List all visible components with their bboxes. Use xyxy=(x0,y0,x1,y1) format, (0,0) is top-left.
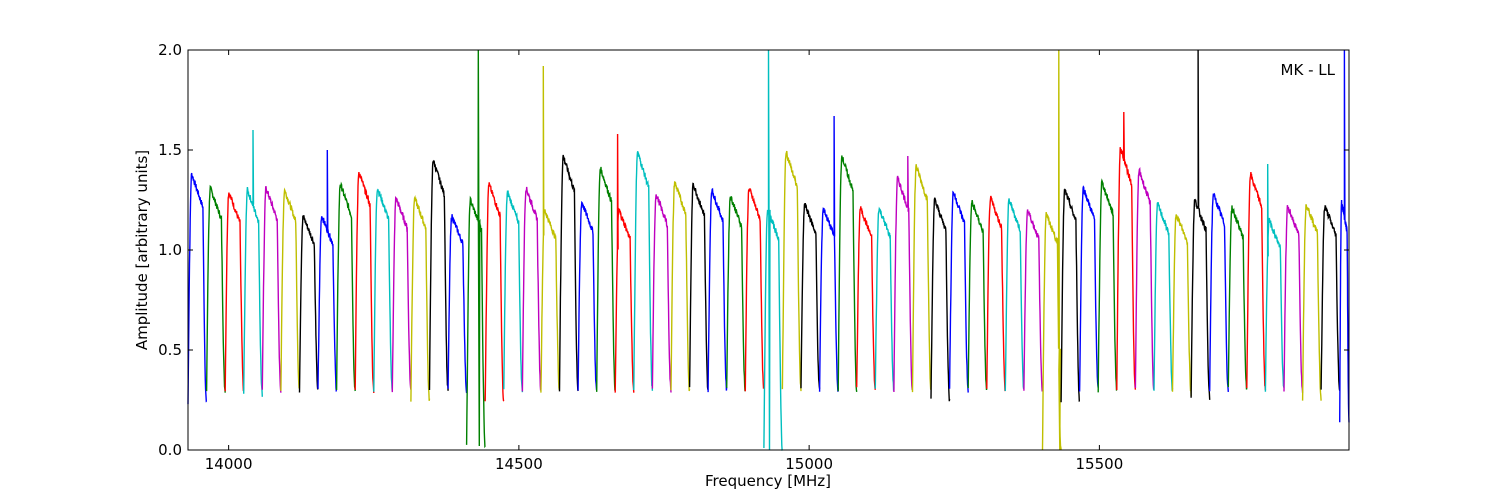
series-line-41 xyxy=(948,190,969,393)
series-line-24 xyxy=(633,151,654,391)
annotation-label: MK - LL xyxy=(1281,61,1336,79)
series-line-47 xyxy=(1060,188,1080,403)
series-line-50 xyxy=(1116,111,1137,391)
x-axis-ticks: 14000 14500 15000 15500 xyxy=(205,50,1123,473)
series-group xyxy=(187,49,1350,451)
series-line-4 xyxy=(261,185,282,393)
series-line-29 xyxy=(726,196,746,392)
series-line-32 xyxy=(781,150,802,392)
series-line-33 xyxy=(800,203,821,389)
y-tick-label: 0.0 xyxy=(158,441,182,459)
x-tick-label: 14500 xyxy=(495,455,543,473)
series-line-48 xyxy=(1078,185,1099,392)
series-line-1 xyxy=(205,184,226,393)
series-line-28 xyxy=(707,187,728,393)
series-line-0 xyxy=(187,172,207,405)
series-line-13 xyxy=(428,159,449,391)
series-line-44 xyxy=(1004,198,1025,392)
y-axis-label: Amplitude [arbitrary units] xyxy=(133,150,151,350)
x-tick-label: 14000 xyxy=(205,455,253,473)
series-line-42 xyxy=(967,200,988,391)
series-line-26 xyxy=(670,181,691,392)
series-line-10 xyxy=(373,188,393,392)
series-line-46 xyxy=(1041,49,1062,451)
x-tick-label: 15500 xyxy=(1076,455,1124,473)
series-line-11 xyxy=(391,195,412,393)
series-line-59 xyxy=(1283,205,1304,393)
series-line-51 xyxy=(1134,166,1155,390)
series-line-9 xyxy=(354,172,375,394)
series-line-18 xyxy=(521,186,542,392)
series-line-20 xyxy=(558,154,579,392)
y-tick-label: 1.5 xyxy=(158,141,182,159)
x-axis-label: Frequency [MHz] xyxy=(705,472,831,490)
series-line-37 xyxy=(874,206,895,391)
series-line-7 xyxy=(317,149,337,392)
series-line-56 xyxy=(1227,205,1248,390)
series-line-27 xyxy=(688,182,709,391)
series-line-14 xyxy=(447,214,468,394)
series-line-38 xyxy=(893,155,913,393)
series-line-49 xyxy=(1097,178,1118,393)
series-line-15 xyxy=(465,49,486,449)
series-line-21 xyxy=(577,200,598,391)
series-line-34 xyxy=(818,115,839,392)
series-line-61 xyxy=(1320,204,1341,391)
series-line-52 xyxy=(1153,201,1174,391)
x-tick-label: 15000 xyxy=(785,455,833,473)
series-line-54 xyxy=(1190,49,1211,400)
series-line-6 xyxy=(298,215,319,393)
series-line-60 xyxy=(1301,204,1322,401)
series-line-12 xyxy=(410,194,431,402)
series-line-36 xyxy=(856,206,876,391)
series-line-45 xyxy=(1023,209,1044,392)
series-line-35 xyxy=(837,155,858,392)
series-line-23 xyxy=(614,133,635,393)
series-line-8 xyxy=(335,181,356,392)
series-line-19 xyxy=(540,65,561,393)
series-line-53 xyxy=(1171,214,1192,397)
series-line-31 xyxy=(763,49,783,451)
series-line-30 xyxy=(744,188,765,392)
y-tick-label: 1.0 xyxy=(158,241,182,259)
series-line-3 xyxy=(243,129,263,397)
series-line-25 xyxy=(651,194,672,393)
series-line-57 xyxy=(1246,171,1267,391)
y-axis-ticks: 0.0 0.5 1.0 1.5 2.0 xyxy=(158,41,1349,459)
series-line-43 xyxy=(986,195,1006,392)
y-tick-label: 2.0 xyxy=(158,41,182,59)
series-line-5 xyxy=(280,187,301,391)
series-line-40 xyxy=(930,197,951,402)
series-line-55 xyxy=(1209,192,1229,392)
y-tick-label: 0.5 xyxy=(158,341,182,359)
series-line-16 xyxy=(484,182,505,402)
series-line-2 xyxy=(224,192,245,392)
series-line-39 xyxy=(911,164,932,393)
series-line-17 xyxy=(503,190,524,393)
series-line-22 xyxy=(596,166,616,392)
series-line-58 xyxy=(1264,163,1285,392)
